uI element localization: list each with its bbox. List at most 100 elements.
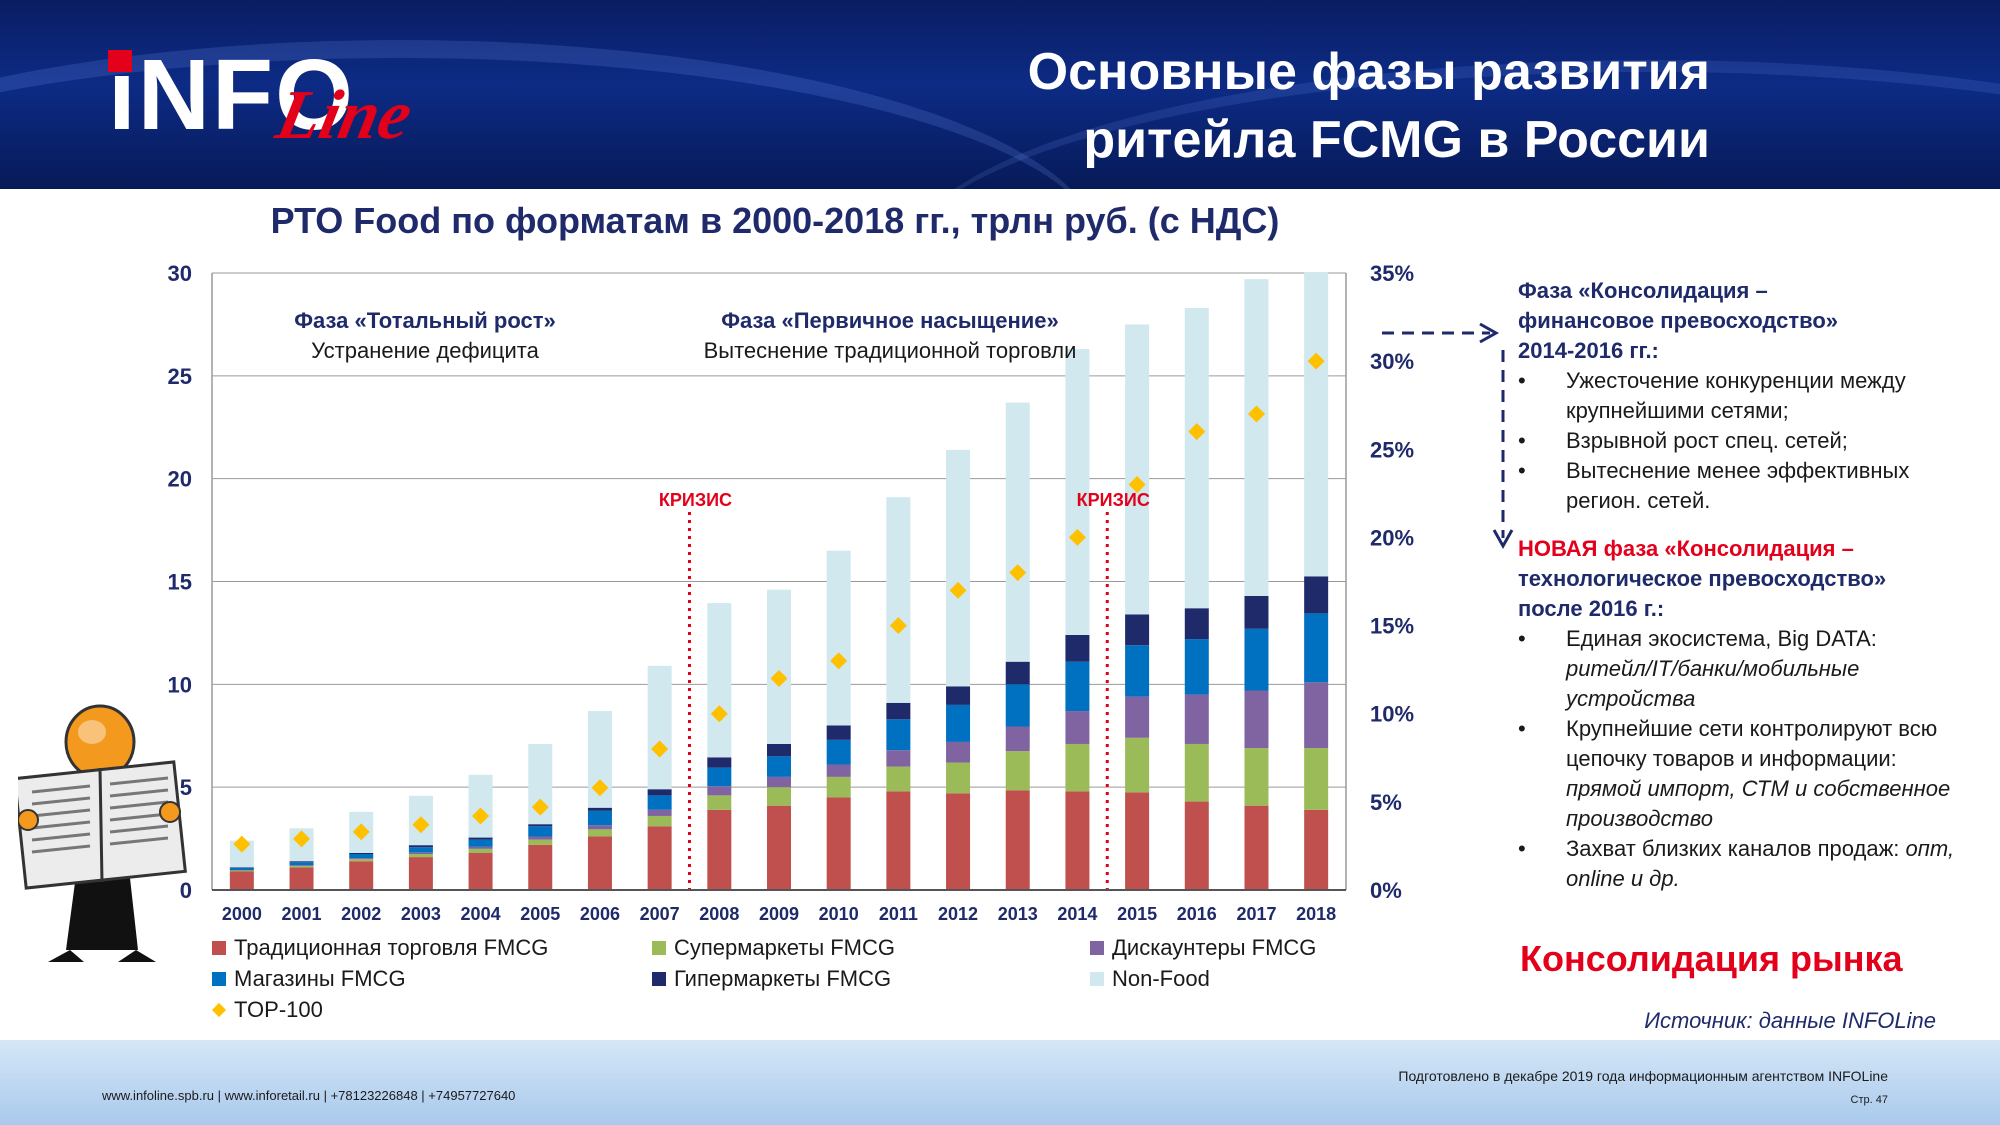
y-tick-label: 5 [180, 775, 192, 800]
bar-segment [1244, 690, 1269, 749]
legend-item-supermarkets: Супермаркеты FMCG [652, 935, 895, 961]
bar-segment [1304, 809, 1329, 890]
bar-segment [886, 497, 911, 703]
bar-segment [1005, 402, 1030, 662]
x-tick-label: 2000 [222, 904, 262, 924]
bar-segment [229, 867, 254, 868]
bar-segment [408, 845, 433, 848]
phase1-heading: Фаза «Консолидация – финансовое превосхо… [1518, 276, 1958, 366]
bar-segment [886, 791, 911, 890]
phase-saturation-subtitle: Вытеснение традиционной торговли [703, 338, 1077, 363]
bar-segment [767, 589, 791, 744]
bar-segment [528, 824, 553, 827]
legend-swatch [1090, 972, 1104, 986]
chart-title: РТО Food по форматам в 2000-2018 гг., тр… [270, 200, 1280, 241]
x-tick-label: 2005 [520, 904, 560, 924]
title-line-1: Основные фазы развития [1027, 43, 1710, 101]
footer-contacts: www.infoline.spb.ru | www.inforetail.ru … [102, 1088, 516, 1103]
x-tick-label: 2002 [341, 904, 381, 924]
bar-segment [468, 774, 493, 838]
bullet-italic: прямой импорт, СТМ и собственное произво… [1566, 776, 1951, 831]
legend-label: Гипермаркеты FMCG [674, 966, 892, 991]
arrow-head [1492, 529, 1514, 550]
page-number: Стр. 47 [1850, 1094, 1888, 1106]
bar-segment [826, 797, 851, 890]
top100-marker [233, 835, 251, 853]
x-tick-label: 2006 [580, 904, 620, 924]
top100-marker [651, 740, 669, 758]
bar-segment [647, 665, 672, 790]
legend-diamond [211, 1002, 227, 1018]
bar-segment [886, 719, 911, 751]
bar-segment [468, 852, 493, 890]
bar-segment [886, 766, 911, 792]
x-tick-label: 2009 [759, 904, 799, 924]
top100-marker [412, 816, 430, 834]
x-tick-label: 2007 [640, 904, 680, 924]
bar-segment [707, 809, 732, 890]
bar-segment [767, 756, 791, 777]
bar-segment [468, 848, 493, 853]
bar-segment [1304, 613, 1329, 683]
newspaper-reader-illustration [18, 704, 187, 962]
top100-marker [591, 779, 609, 797]
header-banner: iNFO Line Основные фазы развития ритейла… [0, 0, 2000, 189]
bar-segment [1125, 324, 1150, 615]
bar-segment [1005, 790, 1030, 890]
chart-bars [229, 271, 1329, 890]
top100-marker [531, 798, 549, 816]
bar-segment [946, 741, 971, 763]
legend-swatch [652, 941, 666, 955]
bar-segment [707, 795, 732, 810]
bar-segment [587, 825, 612, 830]
bar-segment [1184, 608, 1209, 640]
bar-segment [587, 836, 612, 890]
phase2-bullets: Единая экосистема, Big DATA: ритейл/IT/б… [1518, 624, 1958, 894]
top100-marker [710, 705, 728, 723]
x-tick-label: 2011 [879, 904, 918, 924]
arrow-head [1479, 322, 1500, 344]
phase1-bullet: Ужесточение конкуренции между крупнейшим… [1518, 366, 1958, 426]
bar-segment [1065, 791, 1090, 890]
bar-segment [349, 854, 374, 859]
x-tick-label: 2015 [1117, 904, 1157, 924]
bar-segment [647, 789, 672, 796]
bar-segment [1065, 711, 1090, 744]
bar-segment [707, 767, 732, 787]
bar-segment [1005, 726, 1030, 752]
bar-segment [587, 807, 612, 811]
footer-band [0, 1040, 2000, 1125]
bar-segment [408, 847, 433, 853]
bar-segment [946, 686, 971, 705]
bar-segment [767, 743, 791, 757]
bar-segment [946, 762, 971, 794]
consolidation-heading: Консолидация рынка [1520, 938, 1903, 979]
y-tick-label: 20 [168, 467, 192, 492]
bullet-italic: опт, online и др. [1566, 836, 1955, 891]
bar-segment [1244, 279, 1269, 596]
bar-segment [528, 844, 553, 890]
y-tick-label: 0 [180, 878, 192, 903]
infoline-logo: iNFO Line [100, 40, 500, 154]
bar-segment [408, 852, 433, 855]
bullet-italic: ритейл/IT/банки/мобильные устройства [1566, 656, 1860, 711]
top100-marker [1009, 564, 1027, 582]
phase1-bullet: Взрывной рост спец. сетей; [1518, 426, 1958, 456]
x-tick-label: 2012 [938, 904, 978, 924]
bar-segment [647, 809, 672, 816]
x-tick-label: 2014 [1057, 904, 1097, 924]
bar-segment [1184, 694, 1209, 744]
bar-segment [826, 776, 851, 798]
x-tick-label: 2017 [1236, 904, 1276, 924]
bar-segment [767, 787, 791, 806]
bar-segment [229, 867, 254, 871]
top100-marker [352, 823, 370, 841]
bar-segment [707, 603, 732, 758]
bar-segment [1125, 792, 1150, 890]
bar-segment [767, 776, 791, 788]
bar-segment [587, 810, 612, 826]
bar-segment [528, 839, 553, 845]
y2-tick-label: 10% [1370, 702, 1414, 727]
bar-segment [1005, 661, 1030, 685]
